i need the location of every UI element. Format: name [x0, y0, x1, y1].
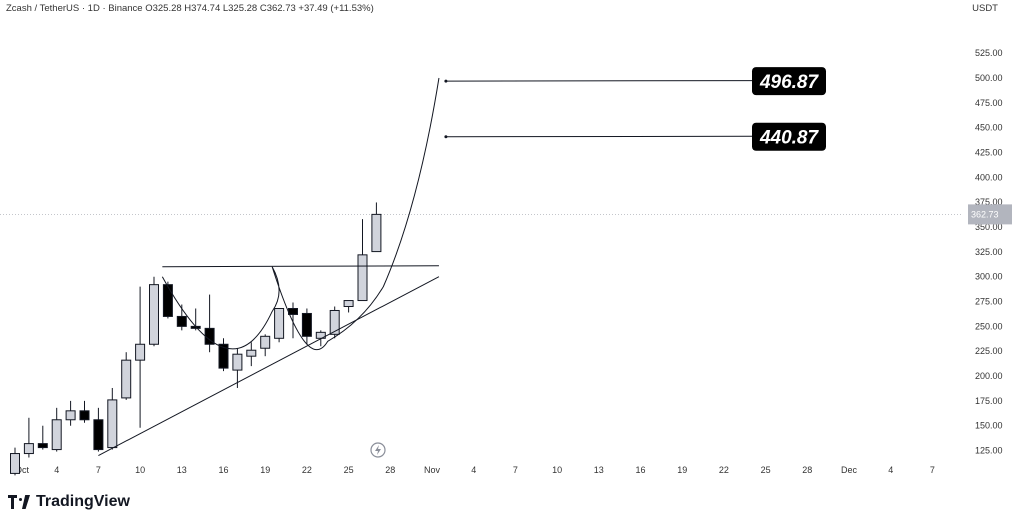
y-tick-label: 325.00 [975, 247, 1003, 257]
projection-curve [161, 77, 440, 351]
x-tick-label: 16 [218, 465, 228, 475]
target-badge[interactable] [752, 67, 826, 96]
ohlc-readout: O325.28 H374.74 L325.28 C362.73 +37.49 (… [145, 3, 374, 14]
x-tick-label: 4 [471, 465, 476, 475]
resistance-line [162, 265, 439, 268]
y-tick-label: 525.00 [975, 48, 1003, 58]
candle-body[interactable] [51, 419, 62, 451]
x-tick-label: 13 [594, 465, 604, 475]
y-tick-label: 275.00 [975, 297, 1003, 307]
y-tick-label: 400.00 [975, 172, 1003, 182]
x-tick-label: 16 [635, 465, 645, 475]
target-label: 496.87 [759, 72, 820, 93]
x-tick-label: 10 [552, 465, 562, 475]
x-tick-label: Nov [424, 465, 441, 475]
candle-body[interactable] [301, 312, 312, 337]
x-tick-label: 25 [761, 465, 771, 475]
x-tick-label: 7 [513, 465, 518, 475]
y-tick-label: 150.00 [975, 421, 1003, 431]
x-tick-label: Oct [15, 465, 30, 475]
y-tick-label: 375.00 [975, 197, 1003, 207]
candle-body[interactable] [329, 309, 340, 335]
x-tick-label: 19 [260, 465, 270, 475]
symbol-label[interactable]: Zcash / TetherUS · 1D · Binance [6, 3, 143, 14]
y-tick-label: 350.00 [975, 222, 1003, 232]
x-tick-label: 13 [177, 465, 187, 475]
candle-body[interactable] [23, 443, 34, 455]
candle-body[interactable] [10, 453, 20, 474]
x-tick-label: Dec [841, 465, 858, 475]
y-tick-label: 425.00 [975, 148, 1003, 158]
candle-body[interactable] [135, 343, 146, 361]
target-label: 440.87 [759, 128, 820, 149]
last-price-badge [968, 204, 1012, 225]
candle-body[interactable] [149, 284, 159, 345]
candle-body[interactable] [260, 335, 271, 349]
candle-body[interactable] [162, 284, 173, 317]
y-tick-label: 300.00 [975, 272, 1003, 282]
x-tick-label: 28 [385, 465, 395, 475]
candle-body[interactable] [121, 359, 132, 399]
y-tick-label: 250.00 [975, 321, 1003, 331]
y-tick-label: 175.00 [975, 396, 1003, 406]
candle-body[interactable] [218, 343, 229, 369]
candle-body[interactable] [93, 419, 104, 451]
x-tick-label: 4 [54, 465, 59, 475]
tradingview-icon [8, 495, 30, 509]
candle-body[interactable] [274, 307, 285, 339]
candle-body[interactable] [371, 213, 382, 253]
x-tick-label: 25 [344, 465, 354, 475]
x-tick-label: 28 [802, 465, 812, 475]
candle-body[interactable] [343, 300, 354, 308]
x-tick-label: 7 [96, 465, 101, 475]
target-badge[interactable] [752, 122, 826, 151]
chart-header: Zcash / TetherUS · 1D · Binance O325.28 … [6, 3, 374, 14]
y-tick-label: 225.00 [975, 346, 1003, 356]
y-tick-label: 200.00 [975, 371, 1003, 381]
x-tick-label: 7 [930, 465, 935, 475]
y-tick-label: 475.00 [975, 98, 1003, 108]
candle-body[interactable] [65, 410, 76, 421]
tradingview-logo[interactable]: TradingView [8, 493, 130, 511]
candle-body[interactable] [288, 307, 298, 315]
y-tick-label: 125.00 [975, 446, 1003, 456]
y-tick-label: 450.00 [975, 123, 1003, 133]
y-tick-label: 500.00 [975, 73, 1003, 83]
candle-body[interactable] [176, 315, 187, 327]
x-tick-label: 19 [677, 465, 687, 475]
target-line [445, 80, 753, 82]
candle-body[interactable] [79, 410, 90, 421]
x-tick-label: 22 [719, 465, 729, 475]
target-line [445, 135, 753, 138]
candle-body[interactable] [357, 254, 368, 302]
candle-body[interactable] [246, 349, 257, 357]
last-price-label: 362.73 [971, 209, 999, 219]
x-tick-label: 22 [302, 465, 312, 475]
replay-icon[interactable] [370, 442, 386, 458]
lightning-icon [375, 445, 381, 455]
candle-body[interactable] [232, 353, 243, 371]
candle-body[interactable] [37, 443, 48, 449]
brand-name: TradingView [36, 493, 130, 510]
currency-label[interactable]: USDT [972, 3, 998, 14]
trend-line [98, 276, 440, 456]
x-tick-label: 10 [135, 465, 145, 475]
x-tick-label: 4 [888, 465, 893, 475]
candle-body[interactable] [107, 399, 118, 449]
